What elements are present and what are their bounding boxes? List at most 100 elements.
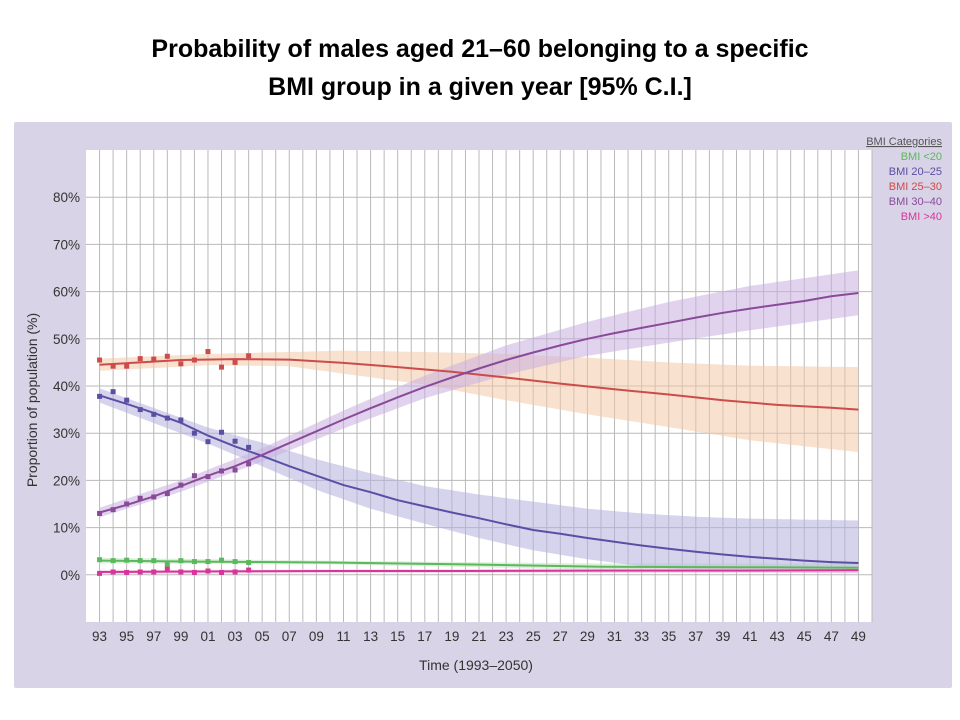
x-tick-label: 19 — [444, 629, 459, 644]
y-axis-title: Proportion of population (%) — [24, 313, 40, 487]
series-line — [99, 358, 859, 411]
observed-point — [219, 557, 225, 563]
observed-points — [97, 349, 252, 576]
observed-point — [110, 507, 116, 513]
y-tick-label: 10% — [53, 521, 80, 536]
observed-point — [232, 559, 238, 565]
x-tick-label: 23 — [499, 629, 514, 644]
observed-point — [151, 411, 157, 417]
series-lines — [99, 292, 859, 573]
observed-point — [137, 407, 143, 413]
observed-point — [246, 560, 252, 566]
observed-point — [246, 444, 252, 450]
y-axis-ticks: 0% 10% 20% 30% 40% 50% 60% 70% 80% — [53, 190, 80, 583]
observed-point — [246, 353, 252, 359]
observed-point — [205, 474, 211, 480]
y-tick-label: 60% — [53, 285, 80, 300]
title-line-1: Probability of males aged 21–60 belongin… — [151, 35, 809, 63]
observed-point — [164, 415, 170, 421]
x-tick-label: 45 — [797, 629, 812, 644]
observed-point — [110, 389, 116, 395]
y-tick-label: 80% — [53, 190, 80, 205]
observed-point — [191, 569, 197, 575]
observed-point — [178, 417, 184, 423]
x-tick-label: 93 — [92, 629, 107, 644]
legend-entry: BMI 20–25 — [889, 166, 942, 178]
x-tick-label: 07 — [282, 629, 297, 644]
observed-point — [164, 353, 170, 359]
x-tick-label: 31 — [607, 629, 622, 644]
observed-point — [124, 557, 130, 563]
observed-point — [97, 570, 103, 576]
x-tick-label: 99 — [173, 629, 188, 644]
observed-point — [97, 557, 103, 563]
x-tick-label: 27 — [553, 629, 568, 644]
observed-point — [232, 467, 238, 473]
x-tick-label: 47 — [824, 629, 839, 644]
x-tick-label: 37 — [688, 629, 703, 644]
observed-point — [205, 559, 211, 565]
observed-point — [191, 559, 197, 565]
observed-point — [178, 558, 184, 564]
observed-point — [178, 482, 184, 488]
observed-point — [205, 568, 211, 574]
legend-entry: BMI 30–40 — [889, 196, 942, 208]
observed-point — [164, 566, 170, 572]
observed-point — [178, 361, 184, 367]
observed-point — [97, 510, 103, 516]
legend-entry: BMI 25–30 — [889, 181, 942, 193]
observed-point — [219, 364, 225, 370]
x-tick-label: 25 — [526, 629, 541, 644]
observed-point — [219, 468, 225, 474]
legend-title: BMI Categories — [866, 136, 942, 148]
x-tick-label: 21 — [471, 629, 486, 644]
x-tick-label: 11 — [336, 629, 350, 644]
x-tick-label: 35 — [661, 629, 676, 644]
observed-point — [191, 473, 197, 479]
observed-point — [124, 501, 130, 507]
x-axis-ticks: 93 95 97 99 01 03 05 07 09 11 13 15 17 19 21 23 25 27 29 31… — [92, 629, 866, 644]
observed-point — [191, 430, 197, 436]
title-line-2: BMI group in a given year [95% C.I.] — [268, 73, 692, 101]
y-tick-label: 50% — [53, 332, 80, 347]
page-title: Probability of males aged 21–60 belongin… — [0, 30, 960, 106]
x-tick-label: 49 — [851, 629, 866, 644]
x-tick-label: 97 — [146, 629, 161, 644]
observed-point — [151, 356, 157, 362]
observed-point — [110, 558, 116, 564]
observed-point — [205, 349, 211, 355]
observed-point — [164, 491, 170, 497]
legend-entry: BMI >40 — [901, 211, 942, 223]
series-line — [99, 292, 859, 514]
observed-point — [232, 569, 238, 575]
y-tick-label: 40% — [53, 379, 80, 394]
observed-point — [110, 569, 116, 575]
observed-point — [137, 569, 143, 575]
observed-point — [137, 356, 143, 362]
observed-point — [110, 363, 116, 369]
x-tick-label: 13 — [363, 629, 378, 644]
legend: BMI Categories BMI <20 BMI 20–25 BMI 25–30 B… — [866, 136, 942, 223]
observed-point — [151, 558, 157, 564]
confidence-band — [99, 270, 859, 518]
y-tick-label: 0% — [60, 568, 80, 583]
observed-point — [205, 439, 211, 445]
x-tick-label: 05 — [255, 629, 270, 644]
observed-point — [246, 461, 252, 467]
x-tick-label: 03 — [228, 629, 243, 644]
observed-point — [246, 567, 252, 573]
x-tick-label: 41 — [743, 629, 758, 644]
x-tick-label: 01 — [200, 629, 215, 644]
observed-point — [232, 438, 238, 444]
x-tick-label: 15 — [390, 629, 405, 644]
observed-point — [191, 357, 197, 363]
y-tick-label: 30% — [53, 426, 80, 441]
observed-point — [164, 561, 170, 567]
observed-point — [124, 569, 130, 575]
observed-point — [137, 495, 143, 501]
series-line — [99, 394, 859, 564]
observed-point — [124, 363, 130, 369]
observed-point — [232, 359, 238, 365]
legend-entry: BMI <20 — [901, 151, 942, 163]
